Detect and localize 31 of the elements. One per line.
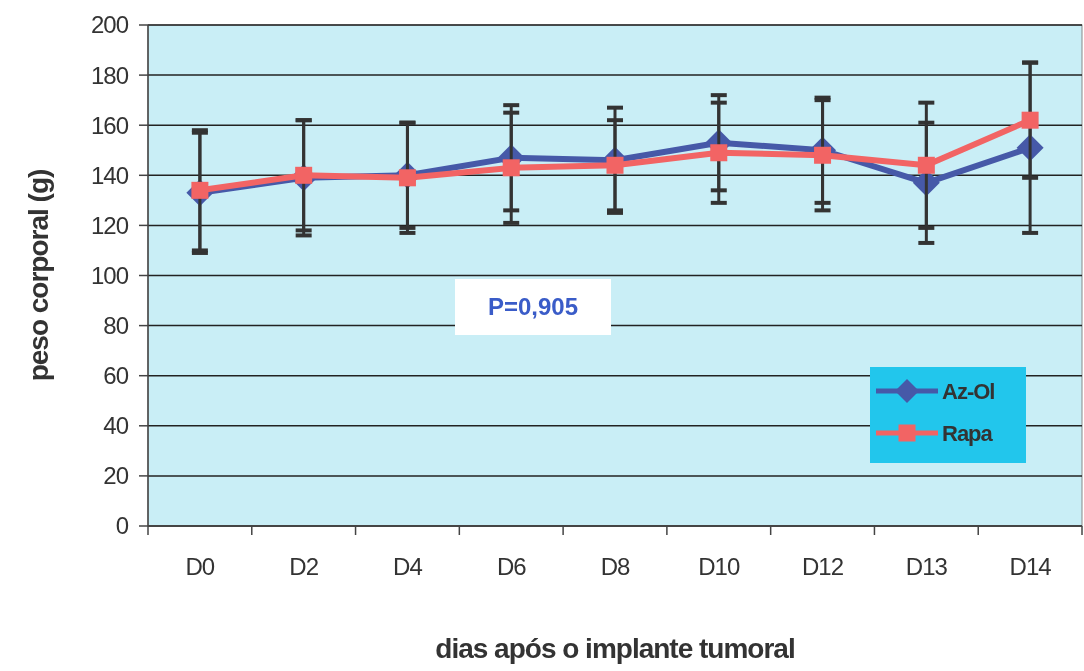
x-tick-label: D6 [496,553,527,580]
y-tick-label: 60 [103,362,129,390]
point [1021,111,1039,129]
y-tick-label: 200 [90,11,129,39]
point [814,146,832,164]
x-tick-label: D13 [905,553,948,580]
x-tick-label: D0 [185,553,215,580]
y-tick-label: 120 [90,211,129,239]
point [502,159,520,177]
y-tick-label: 80 [103,312,129,339]
y-tick-label: 20 [103,462,129,490]
y-tick-label: 140 [90,161,129,189]
legend-label: Az-Ol [942,378,995,404]
x-axis-title: dias após o implante tumoral [435,633,795,664]
y-tick-label: 100 [90,261,129,289]
x-tick-label: D14 [1009,553,1052,580]
point [606,156,624,174]
x-tick-label: D2 [289,553,319,580]
y-tick-label: 0 [115,512,129,540]
x-tick-label: D8 [600,553,630,580]
legend-label: Rapa [942,420,994,446]
x-tick-label: D12 [802,553,844,580]
y-axis-title: peso corporal (g) [23,169,54,382]
y-tick-label: 180 [90,61,129,89]
annotation: P=0,905 [487,293,579,321]
point [710,144,728,162]
x-tick-label: D4 [393,553,423,580]
y-tick-label: 40 [103,412,129,440]
y-tick-label: 160 [90,111,129,139]
x-tick-label: D10 [698,553,740,580]
point [917,156,935,174]
